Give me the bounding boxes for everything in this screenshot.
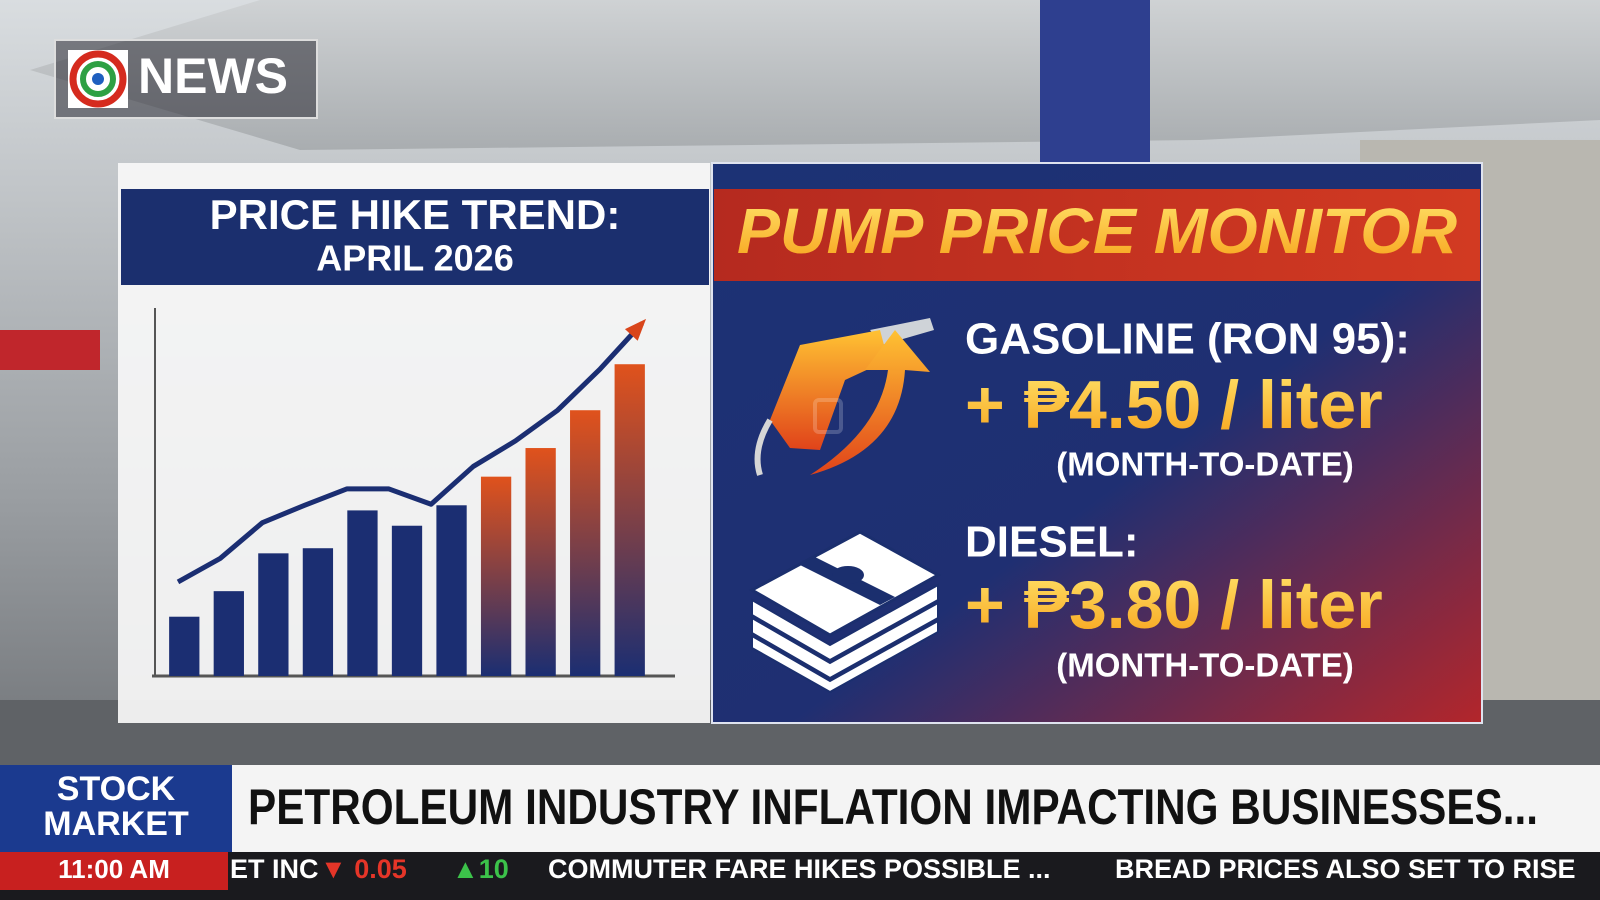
trend-arrowhead xyxy=(624,318,647,341)
bar xyxy=(525,448,556,676)
bar xyxy=(302,548,334,676)
logo-dot xyxy=(92,73,104,85)
pillar xyxy=(1040,0,1150,170)
ticker-item: ET INC xyxy=(230,854,319,884)
bar xyxy=(614,364,645,676)
trend-subtitle: APRIL 2026 xyxy=(316,238,513,279)
section-label: MARKET xyxy=(43,805,189,843)
diesel-change: + ₱3.80 / liter xyxy=(965,567,1383,643)
headline-bar xyxy=(232,765,1600,852)
monitor-title: PUMP PRICE MONITOR xyxy=(737,195,1457,267)
trend-title: PRICE HIKE TREND: xyxy=(210,191,621,238)
canopy xyxy=(30,0,1600,150)
section-label: STOCK xyxy=(57,770,176,808)
fuel-nozzle-icon xyxy=(754,318,934,476)
bar xyxy=(169,616,200,676)
ticker-item: COMMUTER FARE HIKES POSSIBLE ... xyxy=(548,854,1051,884)
station-sign xyxy=(0,330,100,370)
ticker-bar xyxy=(0,852,1600,900)
gasoline-label: GASOLINE (RON 95): xyxy=(965,315,1410,364)
trend-line xyxy=(176,321,644,585)
headline: PETROLEUM INDUSTRY INFLATION IMPACTING B… xyxy=(248,779,1538,835)
gasoline-change: + ₱4.50 / liter xyxy=(965,367,1383,443)
logo-ring xyxy=(69,50,127,108)
bar xyxy=(213,591,244,676)
time: 11:00 AM xyxy=(58,854,170,884)
ticker-item: BREAD PRICES ALSO SET TO RISE xyxy=(1115,854,1576,884)
gasoline-period: (MONTH-TO-DATE) xyxy=(1056,446,1354,483)
monitor-header xyxy=(714,189,1480,281)
bar xyxy=(436,505,467,676)
bar xyxy=(391,525,423,676)
ticker-item: ▼ 0.05 xyxy=(320,854,407,884)
logo-ring xyxy=(80,61,116,97)
logo-text: NEWS xyxy=(138,48,288,104)
diesel-label: DIESEL: xyxy=(965,518,1139,567)
time-box xyxy=(0,852,228,890)
trend-chart xyxy=(152,308,675,678)
bar xyxy=(480,476,512,676)
trend-header xyxy=(121,189,709,285)
bar xyxy=(258,553,289,676)
section-box xyxy=(0,765,232,852)
ticker-item: ▲10 xyxy=(452,854,509,884)
bar xyxy=(347,510,378,676)
diesel-period: (MONTH-TO-DATE) xyxy=(1056,647,1354,684)
money-stack-icon xyxy=(748,530,942,694)
bar xyxy=(570,410,601,676)
